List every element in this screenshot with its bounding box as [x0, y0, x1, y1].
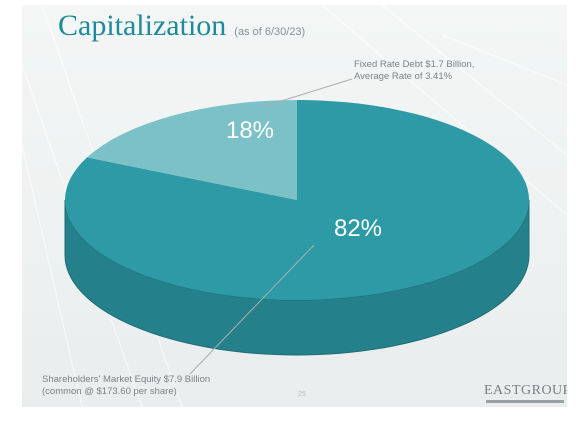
equity-annotation: Shareholders' Market Equity $7.9 Billion… — [42, 374, 210, 398]
debt-annotation: Fixed Rate Debt $1.7 Billion, Average Ra… — [354, 59, 474, 83]
slice-equity — [65, 100, 530, 301]
leader-line-debt — [261, 78, 353, 108]
eastgroup-logo: EASTGROUP — [484, 383, 567, 398]
title-text: Capitalization — [58, 9, 227, 42]
page-number: 25 — [298, 391, 306, 398]
debt-annotation-line2: Average Rate of 3.41% — [354, 71, 453, 82]
leader-line-equity — [189, 244, 315, 375]
debt-percent-label: 18% — [226, 117, 274, 144]
slice-debt — [87, 100, 297, 200]
pie-chart: 18% 82% — [64, 78, 530, 375]
equity-annotation-line1: Shareholders' Market Equity $7.9 Billion — [42, 374, 211, 385]
background-lines — [22, 5, 567, 407]
equity-percent-label: 82% — [334, 215, 382, 242]
equity-annotation-line2: (common @ $173.60 per share) — [42, 386, 177, 397]
subtitle-text: (as of 6/30/23) — [234, 26, 306, 38]
slide: Capitalization (as of 6/30/23) 18% 82% Fi… — [22, 5, 567, 407]
debt-annotation-line1: Fixed Rate Debt $1.7 Billion, — [354, 59, 475, 70]
logo-underline — [486, 400, 564, 403]
page-title: Capitalization (as of 6/30/23) — [58, 9, 305, 43]
